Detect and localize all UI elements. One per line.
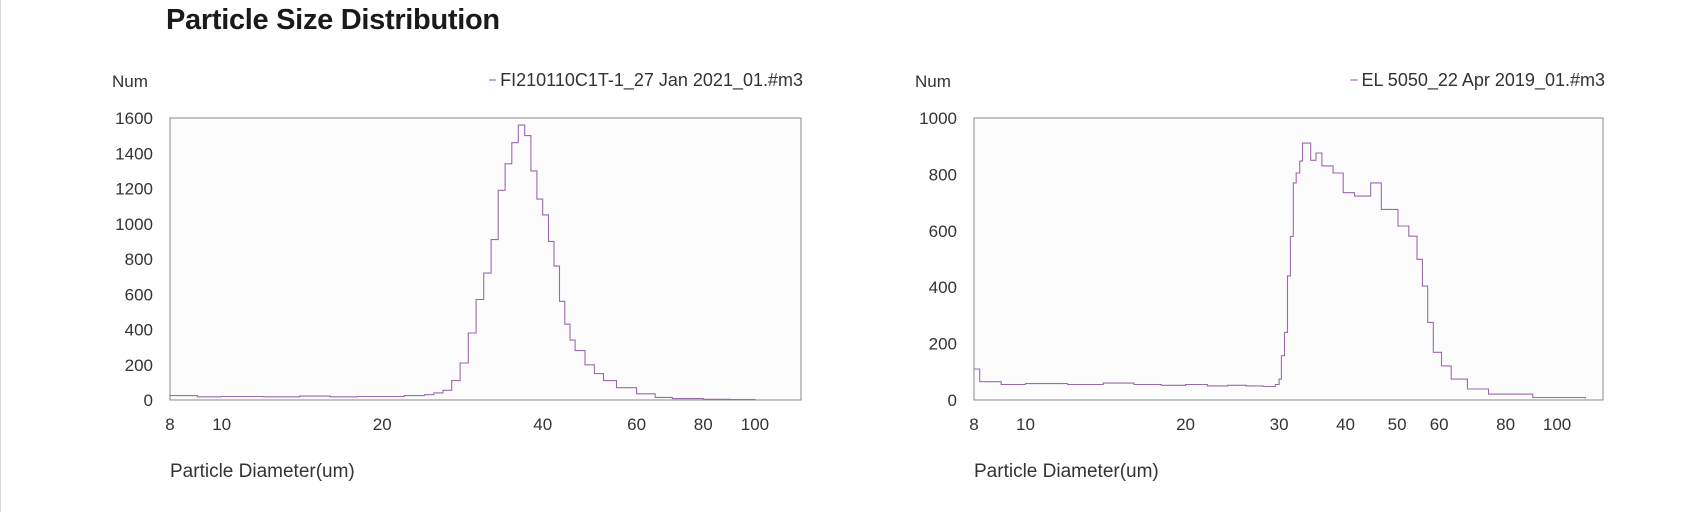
x-tick-label: 50 [1388, 415, 1407, 434]
x-tick-label: 8 [969, 415, 978, 434]
x-axis-label: Particle Diameter(um) [974, 461, 1159, 482]
y-tick-label: 1600 [115, 109, 153, 128]
x-tick-label: 20 [1176, 415, 1195, 434]
y-tick-label: 1000 [115, 215, 153, 234]
x-tick-label: 80 [1496, 415, 1515, 434]
page-title: Particle Size Distribution [166, 4, 500, 36]
y-axis-label: Num [915, 72, 951, 91]
x-tick-label: 60 [627, 415, 646, 434]
x-axis-label: Particle Diameter(um) [170, 461, 355, 482]
y-tick-label: 1000 [919, 109, 957, 128]
series-line [170, 124, 756, 401]
x-tick-label: 30 [1270, 415, 1289, 434]
y-tick-label: 200 [125, 356, 153, 375]
x-tick-label: 10 [212, 415, 231, 434]
plot-area [169, 117, 802, 401]
x-tick-label: 100 [1543, 415, 1571, 434]
y-tick-label: 800 [929, 165, 957, 184]
legend-label: EL 5050_22 Apr 2019_01.#m3 [1361, 70, 1605, 91]
y-tick-label: 1400 [115, 144, 153, 163]
chart-2: Num EL 5050_22 Apr 2019_01.#m3 0 200 400 600 8… [915, 70, 1605, 482]
y-tick-label: 400 [125, 321, 153, 340]
legend-label: FI210110C1T-1_27 Jan 2021_01.#m3 [500, 70, 803, 91]
y-tick-label: 0 [948, 391, 957, 410]
y-tick-label: 800 [125, 250, 153, 269]
y-tick-label: 400 [929, 278, 957, 297]
x-tick-label: 80 [694, 415, 713, 434]
y-tick-label: 200 [929, 335, 957, 354]
y-tick-label: 0 [144, 391, 153, 410]
x-tick-label: 40 [1336, 415, 1355, 434]
y-tick-label: 600 [929, 222, 957, 241]
legend: FI210110C1T-1_27 Jan 2021_01.#m3 [489, 70, 803, 91]
x-tick-label: 100 [741, 415, 769, 434]
page-left-border [0, 0, 1, 512]
x-tick-label: 40 [533, 415, 552, 434]
x-tick-label: 8 [165, 415, 174, 434]
x-tick-label: 60 [1430, 415, 1449, 434]
y-axis-label: Num [112, 72, 148, 91]
plot-area [973, 117, 1604, 401]
y-tick-label: 600 [125, 285, 153, 304]
chart-1: Num FI210110C1T-1_27 Jan 2021_01.#m3 0 200 4… [112, 70, 803, 482]
legend: EL 5050_22 Apr 2019_01.#m3 [1350, 70, 1605, 91]
y-tick-label: 1200 [115, 180, 153, 199]
x-tick-label: 10 [1016, 415, 1035, 434]
x-tick-label: 20 [373, 415, 392, 434]
